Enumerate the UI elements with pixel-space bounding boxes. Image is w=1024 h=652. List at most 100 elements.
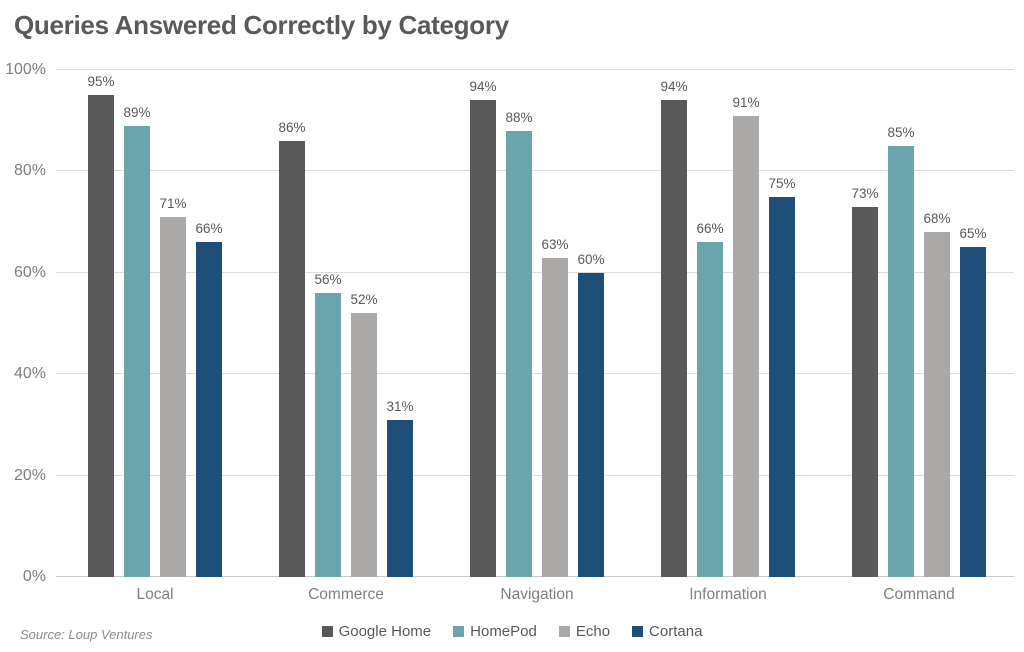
legend-swatch [558, 626, 570, 637]
bar-groups: 95% 89% 71% 66% 86% 56% 52% 31% 94% 88% 63% 60% 94% 6… [56, 70, 1014, 577]
bar-google-home [279, 140, 305, 577]
category-label: Command [883, 586, 955, 603]
legend-item: Cortana [632, 623, 702, 640]
bar-wrap: 89% [123, 105, 151, 577]
y-tick-label: 80% [13, 162, 46, 180]
legend-swatch [632, 626, 644, 637]
legend-swatch [453, 626, 465, 637]
bar-value-label: 66% [696, 221, 724, 237]
bar-wrap: 88% [505, 110, 533, 577]
legend-swatch [321, 626, 333, 637]
bar-value-label: 60% [577, 251, 605, 267]
x-axis-category-labels: Local Commerce Navigation Information Comman… [56, 586, 1014, 604]
bar-wrap: 65% [959, 226, 987, 577]
bar-value-label: 65% [959, 226, 987, 242]
bar-wrap: 52% [350, 292, 378, 577]
bar-wrap: 94% [469, 79, 497, 577]
plot-area: 95% 89% 71% 66% 86% 56% 52% 31% 94% 88% 63% 60% 94% 6… [56, 69, 1014, 577]
gridline [56, 373, 1014, 375]
category-label: Information [689, 586, 767, 603]
bar-echo [733, 115, 759, 577]
legend-item: Google Home [321, 623, 432, 640]
gridline [56, 69, 1014, 70]
bar-wrap: 85% [887, 125, 915, 577]
chart-title: Queries Answered Correctly by Category [14, 10, 509, 40]
legend-item: Echo [558, 623, 611, 640]
bar-cortana [387, 419, 413, 577]
bar-group: 94% 88% 63% 60% [469, 70, 605, 577]
y-tick-label: 40% [13, 365, 46, 383]
bar-homepod [697, 242, 723, 577]
bar-homepod [124, 125, 150, 577]
source-note: Source: Loup Ventures [20, 627, 153, 642]
bar-wrap: 66% [195, 221, 223, 577]
bar-wrap: 94% [660, 79, 688, 577]
bar-value-label: 71% [159, 196, 187, 212]
bar-wrap: 95% [87, 74, 115, 577]
bar-wrap: 60% [577, 252, 605, 577]
bar-wrap: 63% [541, 237, 569, 577]
bar-value-label: 63% [541, 236, 569, 252]
bar-wrap: 31% [386, 399, 414, 577]
bar-google-home [852, 206, 878, 577]
gridline [56, 576, 1014, 577]
bar-value-label: 31% [386, 398, 414, 414]
bar-echo [160, 217, 186, 577]
bar-value-label: 95% [87, 74, 115, 90]
bar-wrap: 75% [768, 176, 796, 577]
bar-value-label: 73% [851, 185, 879, 201]
bar-wrap: 56% [314, 272, 342, 577]
bar-group: 86% 56% 52% 31% [278, 70, 414, 577]
bar-group: 94% 66% 91% 75% [660, 70, 796, 577]
legend-label: Echo [575, 623, 611, 640]
bar-wrap: 91% [732, 95, 760, 577]
bar-wrap: 86% [278, 120, 306, 577]
bar-google-home [88, 95, 114, 577]
bar-value-label: 94% [660, 79, 688, 95]
bar-echo [924, 232, 950, 577]
gridline [56, 170, 1014, 172]
legend: Google Home HomePod Echo Cortana [0, 623, 1024, 640]
bar-wrap: 73% [851, 186, 879, 577]
bar-value-label: 68% [923, 211, 951, 227]
category-label: Navigation [500, 586, 574, 603]
bar-google-home [470, 100, 496, 577]
y-axis-labels: 0% 20% 40% 60% 80% 100% [0, 61, 46, 585]
legend-label: HomePod [470, 623, 537, 640]
bar-cortana [769, 196, 795, 577]
bar-value-label: 89% [123, 104, 151, 120]
category-label: Commerce [308, 586, 384, 603]
bar-echo [351, 313, 377, 577]
bar-homepod [506, 130, 532, 577]
bar-value-label: 52% [350, 292, 378, 308]
bar-value-label: 91% [732, 94, 760, 110]
bar-google-home [661, 100, 687, 577]
y-tick-label: 0% [22, 568, 46, 585]
gridline [56, 271, 1014, 273]
y-tick-label: 20% [13, 466, 46, 484]
bar-group: 73% 85% 68% 65% [851, 70, 987, 577]
bar-value-label: 75% [768, 175, 796, 191]
bar-homepod [888, 146, 914, 577]
bar-group: 95% 89% 71% 66% [87, 70, 223, 577]
category-label: Local [136, 586, 174, 603]
bar-wrap: 68% [923, 211, 951, 577]
bar-value-label: 88% [505, 109, 533, 125]
bar-value-label: 66% [195, 221, 223, 237]
bar-value-label: 85% [887, 125, 915, 141]
bar-homepod [315, 293, 341, 577]
bar-echo [542, 257, 568, 577]
bar-value-label: 94% [469, 79, 497, 95]
bar-cortana [960, 247, 986, 577]
bar-wrap: 71% [159, 196, 187, 577]
legend-label: Google Home [338, 623, 432, 640]
bar-cortana [578, 272, 604, 577]
y-tick-label: 100% [5, 61, 46, 78]
bar-wrap: 66% [696, 221, 724, 577]
bar-value-label: 56% [314, 272, 342, 288]
legend-label: Cortana [649, 623, 703, 640]
bar-value-label: 86% [278, 119, 306, 135]
legend-item: HomePod [453, 623, 537, 640]
y-tick-label: 60% [13, 263, 46, 281]
